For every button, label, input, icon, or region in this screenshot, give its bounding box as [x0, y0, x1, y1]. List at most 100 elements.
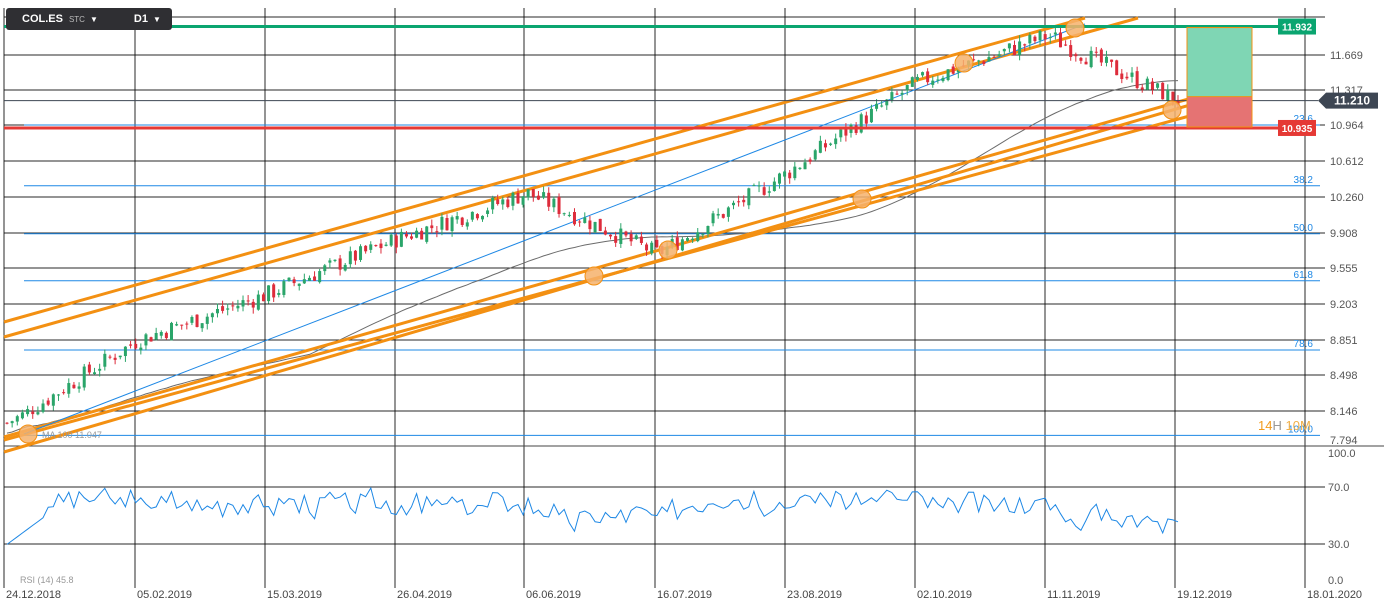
candle-up	[359, 246, 363, 260]
candle-down	[164, 332, 168, 339]
x-tick-label: 02.10.2019	[917, 589, 972, 601]
candle-up	[921, 72, 925, 76]
candle-down	[1074, 54, 1078, 57]
fib-label: 100.0	[1288, 424, 1313, 435]
candle-down	[516, 193, 520, 204]
candle-down	[180, 324, 184, 326]
candle-up	[267, 285, 271, 302]
chevron-down-icon[interactable]: ▼	[89, 14, 98, 24]
candle-up	[839, 129, 843, 138]
candle-up	[885, 99, 889, 106]
candle-up	[726, 207, 730, 217]
candle-up	[1007, 43, 1011, 49]
candle-down	[506, 199, 510, 207]
candle-down	[231, 305, 235, 307]
candle-down	[46, 400, 50, 405]
candle-up	[691, 238, 695, 241]
y-tick-label: 8.851	[1330, 335, 1358, 347]
candle-up	[236, 305, 240, 309]
candle-up	[1145, 78, 1149, 90]
candlesticks	[5, 26, 1180, 428]
candle-up	[256, 294, 260, 310]
candle-down	[72, 384, 76, 389]
y-tick-label: 11.669	[1330, 50, 1363, 62]
candle-up	[123, 346, 127, 357]
candle-down	[1140, 87, 1144, 90]
candle-up	[696, 232, 700, 242]
y-tick-label: 9.908	[1330, 228, 1358, 240]
candle-up	[767, 191, 771, 193]
y-tick-label: 7.794	[1330, 435, 1358, 447]
position-box[interactable]	[1186, 27, 1253, 128]
channel-line	[3, 80, 1249, 439]
candle-up	[486, 210, 490, 214]
candle-up	[118, 355, 122, 358]
candle-up	[215, 308, 219, 314]
candle-up	[67, 383, 71, 394]
candle-down	[292, 279, 296, 284]
candle-up	[521, 196, 525, 205]
candle-down	[639, 236, 643, 243]
candle-up	[159, 331, 163, 336]
candle-up	[583, 217, 587, 223]
take-profit-zone	[1186, 27, 1253, 99]
x-tick-label: 15.03.2019	[267, 589, 322, 601]
y-tick-label: 8.146	[1330, 406, 1358, 418]
candle-up	[910, 77, 914, 87]
x-tick-label: 19.12.2019	[1177, 589, 1232, 601]
channel-line	[3, 16, 1086, 324]
timeframe-chevron-down-icon[interactable]: ▼	[152, 14, 161, 24]
symbol-toolbar[interactable]: COL.ES STC ▼ D1 ▼	[6, 8, 172, 30]
candle-up	[440, 216, 444, 230]
candle-down	[788, 172, 792, 179]
timer-minutes: 10M	[1285, 418, 1311, 433]
candle-up	[783, 171, 787, 177]
candle-down	[430, 225, 434, 229]
candle-up	[323, 265, 327, 272]
candle-down	[808, 159, 812, 162]
candle-up	[36, 412, 40, 415]
candle-up	[318, 271, 322, 283]
candle-down	[629, 233, 633, 242]
candle-up	[470, 211, 474, 220]
resistance-flag-text: 11.932	[1282, 23, 1312, 34]
candle-up	[369, 244, 373, 250]
rsi-tick-label: 100.0	[1328, 448, 1356, 460]
candle-down	[1023, 44, 1027, 46]
candle-down	[742, 199, 746, 203]
candle-up	[425, 226, 429, 242]
candle-up	[480, 215, 484, 220]
candle-up	[190, 317, 194, 323]
rsi-label: RSI (14) 45.8	[20, 575, 74, 585]
symbol-label[interactable]: COL.ES	[22, 13, 63, 25]
candle-up	[465, 222, 469, 227]
candle-up	[757, 185, 761, 187]
resistance-flag-bg	[1278, 18, 1316, 35]
x-tick-label: 06.06.2019	[526, 589, 581, 601]
candle-up	[931, 80, 935, 85]
candle-down	[762, 187, 766, 195]
candle-down	[655, 239, 659, 248]
candle-up	[287, 277, 291, 281]
candle-up	[77, 386, 81, 389]
pivot-marker	[584, 266, 604, 286]
y-tick-label: 10.964	[1330, 120, 1364, 132]
x-tick-label: 26.04.2019	[397, 589, 452, 601]
timeframe-label[interactable]: D1	[133, 13, 148, 25]
x-tick-label: 11.11.2019	[1047, 589, 1100, 601]
candle-down	[972, 59, 976, 61]
candle-up	[93, 372, 97, 375]
candle-down	[195, 314, 199, 327]
moving-average	[6, 80, 1179, 434]
candle-up	[169, 322, 173, 341]
candle-up	[869, 108, 873, 123]
candle-down	[221, 306, 225, 311]
candle-down	[675, 237, 679, 250]
current-price-flag-bg	[1326, 92, 1378, 109]
candle-up	[389, 234, 393, 246]
candle-down	[313, 276, 317, 281]
candle-up	[10, 421, 14, 424]
candle-up	[542, 192, 546, 198]
candle-down	[588, 220, 592, 230]
